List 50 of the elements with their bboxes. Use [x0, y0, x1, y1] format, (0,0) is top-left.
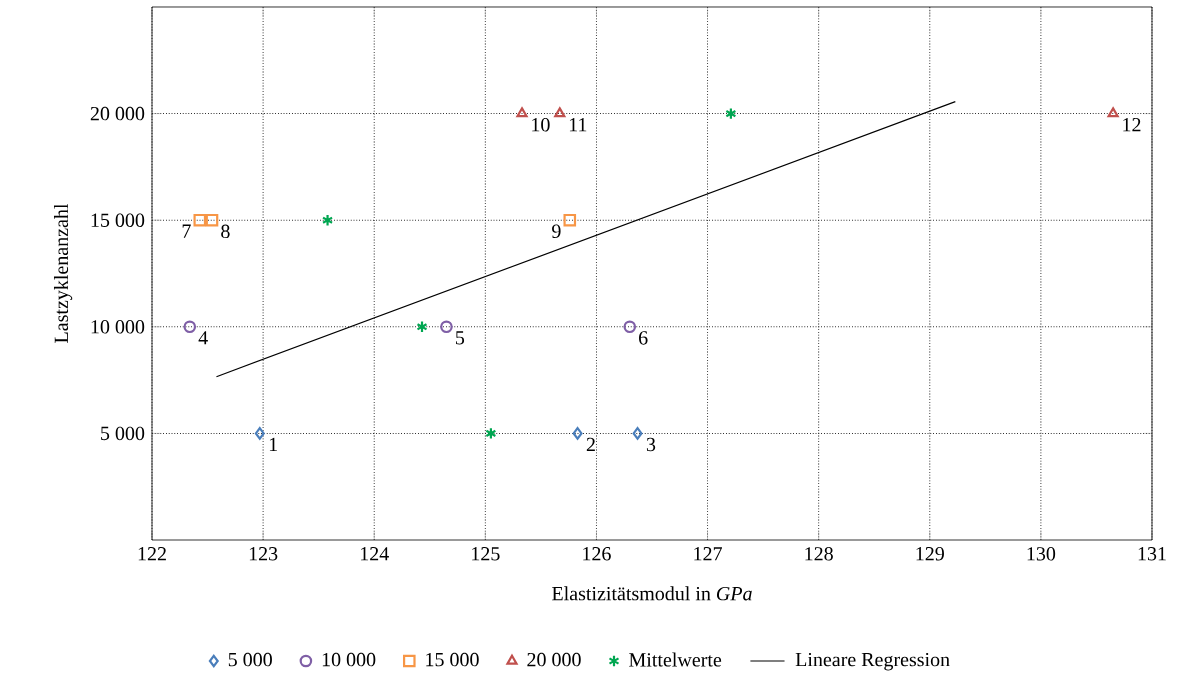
point [563, 213, 577, 227]
point [205, 213, 219, 227]
annotation: 5 [456, 331, 465, 345]
x-tick-label: 123 [249, 547, 278, 561]
point [725, 107, 737, 120]
x-tick-label: 126 [583, 547, 611, 561]
x-tick-label: 129 [916, 547, 944, 561]
x-tick-label: 130 [1027, 547, 1056, 561]
legend-label: Mittelwerte [629, 652, 722, 667]
point [183, 320, 197, 334]
legend-label: Lineare Regression [795, 652, 950, 671]
y-tick-label: 15 000 [91, 213, 145, 227]
point [485, 427, 497, 440]
annotation: 9 [552, 224, 561, 239]
legend-label: 15 000 [426, 652, 479, 667]
x-tick-label: 131 [1138, 547, 1166, 561]
annotation: 12 [1123, 118, 1141, 132]
y-tick-label: 20 000 [90, 106, 145, 121]
point [321, 213, 334, 227]
point [554, 107, 566, 118]
annotation: 2 [586, 437, 595, 452]
x-tick-label: 124 [360, 547, 389, 561]
x-tick-label: 127 [694, 547, 722, 561]
annotation: 11 [569, 118, 587, 132]
annotation: 8 [221, 224, 230, 239]
legend-label: 10 000 [322, 652, 376, 667]
y-tick-label: 10 000 [91, 320, 145, 334]
point [254, 427, 265, 440]
point [572, 427, 583, 440]
point [440, 320, 453, 334]
point [416, 320, 428, 334]
annotation: 6 [639, 331, 648, 345]
point [623, 320, 637, 334]
annotation: 3 [646, 437, 656, 452]
x-tick-label: 125 [472, 547, 500, 561]
y-tick-label: 5 000 [101, 426, 145, 441]
annotation: 4 [198, 331, 208, 345]
legend-label: 5 000 [228, 652, 272, 667]
point [193, 213, 207, 227]
annotation: 10 [532, 118, 550, 132]
x-tick-label: 128 [805, 547, 833, 561]
point [632, 427, 643, 440]
annotation: 7 [182, 224, 191, 238]
x-tick-label: 122 [138, 547, 166, 561]
x-axis-title: Elastizitätsmodul in GPa [552, 586, 752, 601]
annotation: 1 [269, 437, 277, 451]
point [1107, 107, 1119, 118]
legend-label: 20 000 [527, 652, 581, 667]
point [516, 107, 528, 118]
y-axis-title: Lastzyklenanzahl [53, 203, 73, 343]
